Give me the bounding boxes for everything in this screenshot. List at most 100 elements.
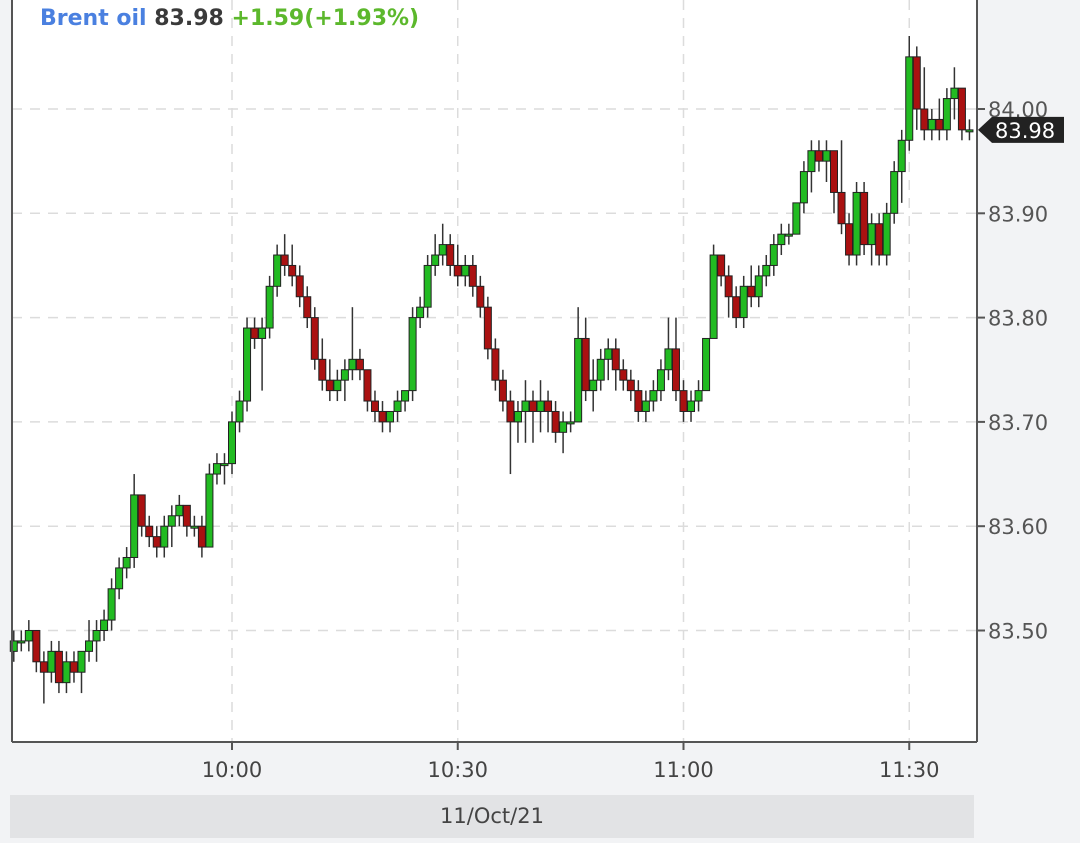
candle-body [551,410,560,433]
candle-body [830,150,838,193]
y-tick-label: 83.60 [988,515,1048,539]
candle-body [212,463,221,475]
candle-body [145,525,154,538]
candle-body [656,369,665,392]
candle-body [890,171,899,214]
candle-body [927,118,936,131]
candle-body [935,118,944,131]
x-tick-label: 11:30 [879,758,940,782]
candle-body [920,108,929,131]
candle-body [604,348,613,360]
candle-body [243,327,252,402]
candle-body [9,640,18,652]
candle-body [905,56,914,141]
candle-body [717,254,726,277]
y-tick-label: 83.50 [988,620,1048,644]
symbol-name: Brent oil [40,6,147,31]
candle-body [513,410,522,423]
candle-body [687,400,696,412]
candle-body [732,296,741,319]
last-price-label: 83.98 [995,119,1055,143]
candle-body [544,400,553,412]
candle-body [378,410,387,423]
candle-body [446,244,455,266]
candle-body [860,191,869,246]
candle-body [250,327,259,339]
candle-body [431,254,440,266]
candle-body [69,661,78,673]
candle-body [875,223,884,256]
candle-body [649,390,658,402]
candle-body [574,337,583,423]
candle-body [137,494,146,527]
candle-body [942,98,951,131]
candle-body [852,191,861,256]
candle-body [671,348,680,392]
last-price-marker: 83.98 [978,116,1064,143]
last-price-tag [978,116,1064,143]
candle-body [190,525,199,529]
candle-body [882,212,891,256]
candle-body [17,640,26,644]
candle-body [845,223,854,256]
candle-body [739,285,748,319]
candle-body [310,317,319,360]
candle-body [664,348,673,371]
candle-body [235,400,244,423]
last-price: 83.98 [154,6,224,31]
candle-body [401,390,410,402]
candle-body [709,254,718,339]
candle-body [679,390,688,412]
candle-body [626,379,635,392]
candle-body [54,650,63,684]
candles [9,35,974,704]
candle-body [408,317,417,392]
candle-body [348,358,357,371]
candle-body [416,306,425,319]
candle-body [273,254,282,287]
candle-body [536,400,545,412]
candle-body [491,348,500,381]
y-tick-label: 83.90 [988,202,1048,226]
candle-body [160,525,169,548]
candle-body [619,369,628,381]
candle-body [303,296,312,319]
candle-body [747,285,756,298]
candle-body [769,244,778,266]
candle-body [92,630,101,642]
price-change: +1.59(+1.93%) [231,6,420,31]
candle-body [957,87,966,131]
candle-body [784,233,793,237]
candle-body [325,379,334,392]
candle-body [724,275,733,298]
candle-body [333,379,342,392]
candle-body [220,463,229,467]
candle-body [762,264,771,277]
candle-body [641,400,650,412]
candle-body [702,337,711,392]
candle-body [265,285,274,329]
candle-body [393,400,402,412]
candle-body [288,264,297,277]
candle-body [498,379,507,402]
candle-body [476,285,485,308]
candle-body [521,400,530,412]
candle-body [506,400,515,423]
x-axis-ticks: 10:00 10:30 11:00 11:30 [202,742,940,782]
candle-body [100,619,109,632]
candle-body [122,556,131,569]
candle-body [32,630,41,663]
candle-body [581,337,590,392]
x-tick-label: 11:00 [653,758,714,782]
candle-body [589,379,598,392]
candle-body [423,264,432,308]
candle-body [596,358,605,381]
candle-body [912,56,921,110]
candle-body [566,421,575,425]
candle-body [77,650,86,673]
candle-body [559,421,568,433]
grid [12,0,977,742]
candle-body [529,400,537,412]
candle-body [85,640,94,652]
